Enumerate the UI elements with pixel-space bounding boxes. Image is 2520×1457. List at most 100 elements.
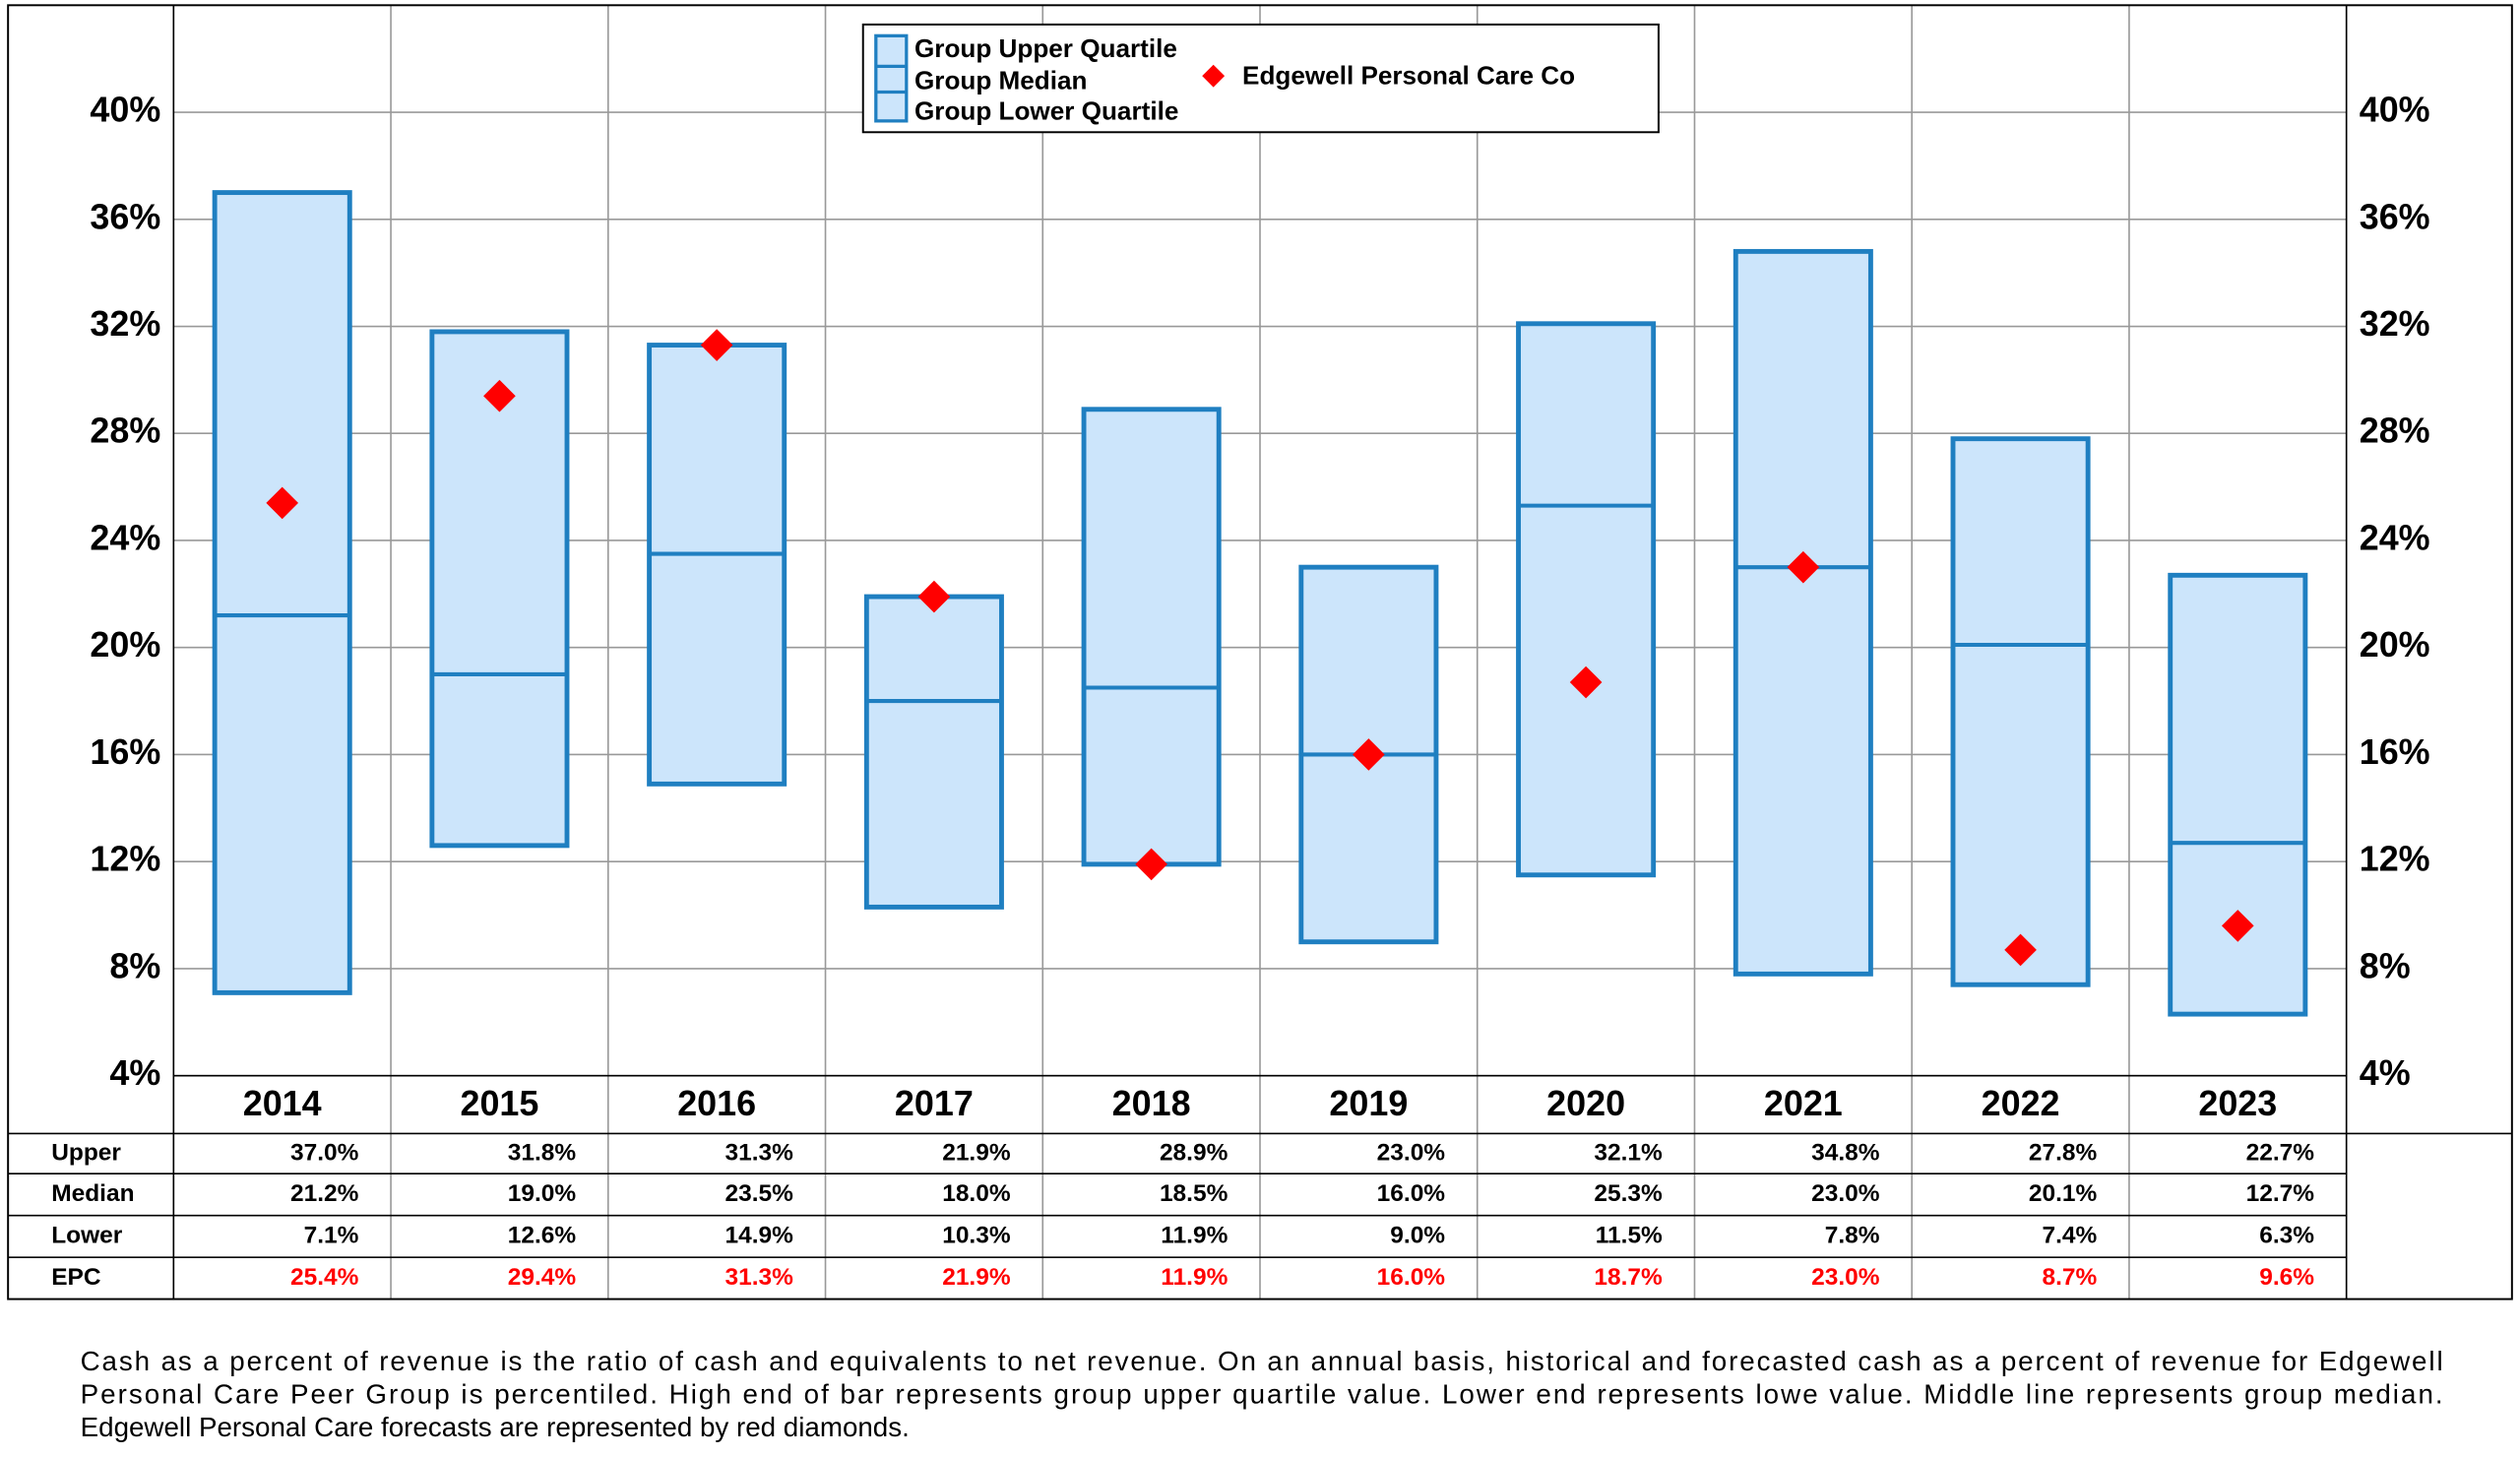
- legend-swatch: [874, 33, 909, 123]
- x-tick-label: 2018: [1112, 1083, 1191, 1123]
- table-cell: 7.1%: [304, 1222, 359, 1248]
- y2-tick-label: 16%: [2360, 731, 2430, 772]
- y2-tick-label: 40%: [2360, 90, 2430, 130]
- table-cell: 22.7%: [2246, 1139, 2315, 1166]
- quartile-box: [212, 190, 352, 995]
- y-tick-label: 16%: [90, 731, 160, 772]
- table-cell: 9.0%: [1390, 1222, 1445, 1248]
- quartile-box: [1081, 407, 1222, 867]
- epc-diamond: [2221, 910, 2254, 942]
- table-cell: 34.8%: [1811, 1139, 1880, 1166]
- caption-line: Edgewell Personal Care forecasts are rep…: [81, 1412, 910, 1442]
- epc-diamond: [917, 580, 951, 613]
- table-cell: 14.9%: [724, 1222, 793, 1248]
- table-cell: 31.8%: [508, 1139, 577, 1166]
- table-cell: 11.5%: [1596, 1222, 1663, 1248]
- table-cell: 21.9%: [942, 1264, 1011, 1291]
- y-tick-label: 8%: [109, 945, 160, 985]
- table-cell: 18.0%: [942, 1180, 1011, 1207]
- table-cell: 16.0%: [1377, 1180, 1446, 1207]
- caption-line: Cash as a percent of revenue is the rati…: [81, 1346, 2443, 1376]
- quartile-box: [2168, 572, 2308, 1017]
- quartile-box: [647, 343, 788, 787]
- table-cell: 18.7%: [1594, 1264, 1663, 1291]
- x-tick-label: 2021: [1764, 1083, 1843, 1123]
- table-row-label: Upper: [51, 1139, 121, 1166]
- y2-tick-label: 4%: [2360, 1052, 2411, 1093]
- table-cell: 29.4%: [508, 1264, 577, 1291]
- table-cell: 37.0%: [290, 1139, 359, 1166]
- legend-label: Group Lower Quartile: [914, 96, 1178, 126]
- table-cell: 7.8%: [1825, 1222, 1880, 1248]
- epc-diamond: [1353, 738, 1385, 771]
- y-tick-label: 12%: [90, 839, 160, 879]
- table-cell: 10.3%: [942, 1222, 1011, 1248]
- table-cell: 7.4%: [2043, 1222, 2098, 1248]
- y2-tick-label: 32%: [2360, 303, 2430, 344]
- table-cell: 23.0%: [1811, 1180, 1880, 1207]
- legend-label: Group Median: [914, 66, 1088, 95]
- x-tick-label: 2016: [677, 1083, 756, 1123]
- table-cell: 28.9%: [1160, 1139, 1228, 1166]
- table-cell: 18.5%: [1160, 1180, 1228, 1207]
- caption-line: Personal Care Peer Group is percentiled.…: [81, 1379, 2443, 1410]
- table-cell: 12.6%: [508, 1222, 577, 1248]
- epc-diamond: [266, 486, 299, 520]
- epc-diamond: [483, 379, 516, 412]
- y2-tick-label: 28%: [2360, 411, 2430, 451]
- x-tick-label: 2022: [1982, 1083, 2060, 1123]
- y-tick-label: 20%: [90, 624, 160, 665]
- table-row-label: Median: [51, 1180, 134, 1207]
- table-cell: 11.9%: [1161, 1264, 1228, 1291]
- x-tick-label: 2015: [460, 1083, 538, 1123]
- y-tick-label: 32%: [90, 303, 160, 344]
- y-tick-label: 28%: [90, 411, 160, 451]
- quartile-box: [429, 329, 570, 849]
- x-tick-label: 2014: [243, 1083, 322, 1123]
- table-cell: 8.7%: [2043, 1264, 2098, 1291]
- quartile-box: [863, 594, 1004, 910]
- x-tick-label: 2023: [2198, 1083, 2277, 1123]
- table-cell: 23.0%: [1811, 1264, 1880, 1291]
- table-cell: 31.3%: [724, 1139, 793, 1166]
- table-cell: 31.3%: [724, 1264, 793, 1291]
- legend-box: [861, 23, 1660, 134]
- legend-label: Edgewell Personal Care Co: [1242, 61, 1575, 91]
- x-tick-label: 2020: [1546, 1083, 1625, 1123]
- y2-tick-label: 24%: [2360, 517, 2430, 557]
- table-cell: 20.1%: [2029, 1180, 2098, 1207]
- table-cell: 25.4%: [290, 1264, 359, 1291]
- epc-diamond: [1135, 848, 1167, 881]
- table-cell: 11.9%: [1161, 1222, 1228, 1248]
- table-cell: 23.5%: [724, 1180, 793, 1207]
- x-tick-label: 2017: [895, 1083, 974, 1123]
- table-cell: 21.2%: [290, 1180, 359, 1207]
- quartile-box: [1732, 248, 1873, 977]
- legend-label: Group Upper Quartile: [914, 33, 1177, 63]
- y2-tick-label: 12%: [2360, 839, 2430, 879]
- y2-tick-label: 8%: [2360, 945, 2411, 985]
- table-cell: 27.8%: [2029, 1139, 2098, 1166]
- table-cell: 6.3%: [2259, 1222, 2314, 1248]
- y-tick-label: 24%: [90, 517, 160, 557]
- table-cell: 25.3%: [1594, 1180, 1663, 1207]
- x-tick-label: 2019: [1329, 1083, 1408, 1123]
- table-row-label: EPC: [51, 1264, 100, 1291]
- quartile-box: [1950, 436, 2091, 987]
- quartile-box: [1516, 321, 1657, 878]
- table-row-label: Lower: [51, 1222, 123, 1248]
- y-tick-label: 40%: [90, 90, 160, 130]
- epc-diamond: [2004, 933, 2037, 967]
- table-cell: 12.7%: [2246, 1180, 2315, 1207]
- table-cell: 9.6%: [2259, 1264, 2314, 1291]
- table-cell: 19.0%: [508, 1180, 577, 1207]
- epc-diamond: [700, 329, 733, 361]
- table-cell: 21.9%: [942, 1139, 1011, 1166]
- epc-diamond: [1787, 550, 1820, 584]
- frame: [7, 4, 2513, 1300]
- table-cell: 16.0%: [1377, 1264, 1446, 1291]
- table-cell: 32.1%: [1594, 1139, 1663, 1166]
- y-tick-label: 36%: [90, 196, 160, 236]
- y2-tick-label: 36%: [2360, 196, 2430, 236]
